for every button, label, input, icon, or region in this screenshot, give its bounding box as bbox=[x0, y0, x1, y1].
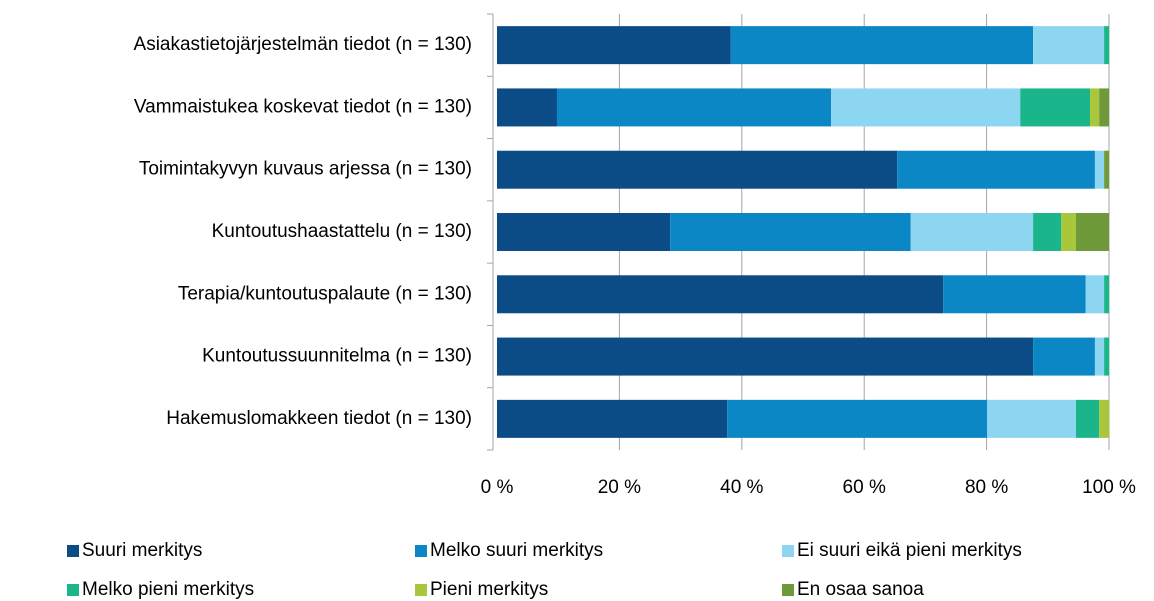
bar-segment bbox=[1104, 150, 1109, 189]
bar-segment bbox=[497, 337, 1034, 376]
bar-segment bbox=[1075, 213, 1109, 251]
bar-segment bbox=[943, 275, 1086, 314]
y-tick-label: Toimintakyvyn kuvaus arjessa (n = 130) bbox=[139, 159, 472, 180]
bar-segment bbox=[497, 399, 728, 438]
bar-segment bbox=[1099, 399, 1109, 438]
legend-label: Ei suuri eikä pieni merkitys bbox=[797, 540, 1022, 561]
legend-label: En osaa sanoa bbox=[797, 579, 924, 600]
legend-swatch bbox=[415, 584, 427, 596]
bar-segment bbox=[1104, 337, 1109, 376]
bar-segment bbox=[727, 399, 988, 438]
bar-segment bbox=[670, 213, 911, 251]
x-tick-label: 40 % bbox=[720, 477, 763, 498]
bar-segment bbox=[1099, 88, 1109, 127]
bar-segment bbox=[497, 88, 557, 127]
y-tick-label: Hakemuslomakkeen tiedot (n = 130) bbox=[166, 408, 472, 429]
legend-label: Pieni merkitys bbox=[430, 579, 548, 600]
bar-segment bbox=[831, 88, 1021, 127]
y-tick-label: Vammaistukea koskevat tiedot (n = 130) bbox=[134, 96, 472, 117]
bar-segment bbox=[1033, 213, 1062, 251]
y-tick-label: Terapia/kuntoutuspalaute (n = 130) bbox=[178, 283, 472, 304]
bar-segment bbox=[1020, 88, 1091, 127]
bar-segment bbox=[1033, 26, 1105, 65]
bar-segment bbox=[1094, 150, 1105, 189]
bar-segment bbox=[1094, 337, 1105, 376]
bar-segment bbox=[730, 26, 1034, 65]
legend-swatch bbox=[782, 584, 794, 596]
bar-segment bbox=[1085, 275, 1105, 314]
bar-segment bbox=[497, 213, 671, 251]
bar-segment bbox=[1090, 88, 1100, 127]
bar-segment bbox=[556, 88, 832, 127]
legend-swatch bbox=[782, 545, 794, 557]
x-tick-label: 20 % bbox=[598, 477, 641, 498]
bar-segment bbox=[497, 275, 944, 314]
bar-segment bbox=[1104, 26, 1109, 65]
y-tick-label: Asiakastietojärjestelmän tiedot (n = 130… bbox=[134, 34, 472, 55]
legend-label: Melko suuri merkitys bbox=[430, 540, 603, 561]
y-tick-label: Kuntoutushaastattelu (n = 130) bbox=[212, 221, 472, 242]
bar-segment bbox=[1061, 213, 1076, 251]
x-tick-label: 80 % bbox=[965, 477, 1008, 498]
legend-label: Melko pieni merkitys bbox=[82, 579, 254, 600]
bar-segment bbox=[1075, 399, 1100, 438]
bar-segment bbox=[497, 150, 898, 189]
bar-segment bbox=[897, 150, 1095, 189]
bar-segment bbox=[497, 26, 731, 65]
legend-swatch bbox=[67, 584, 79, 596]
legend-swatch bbox=[67, 545, 79, 557]
legend-swatch bbox=[415, 545, 427, 557]
x-tick-label: 0 % bbox=[481, 477, 514, 498]
x-tick-label: 100 % bbox=[1082, 477, 1136, 498]
bar-segment bbox=[910, 213, 1034, 251]
x-tick-label: 60 % bbox=[843, 477, 886, 498]
legend-label: Suuri merkitys bbox=[82, 540, 202, 561]
bar-segment bbox=[1104, 275, 1109, 314]
y-tick-label: Kuntoutussuunnitelma (n = 130) bbox=[202, 346, 472, 367]
bar-segment bbox=[987, 399, 1076, 438]
bar-segment bbox=[1033, 337, 1095, 376]
